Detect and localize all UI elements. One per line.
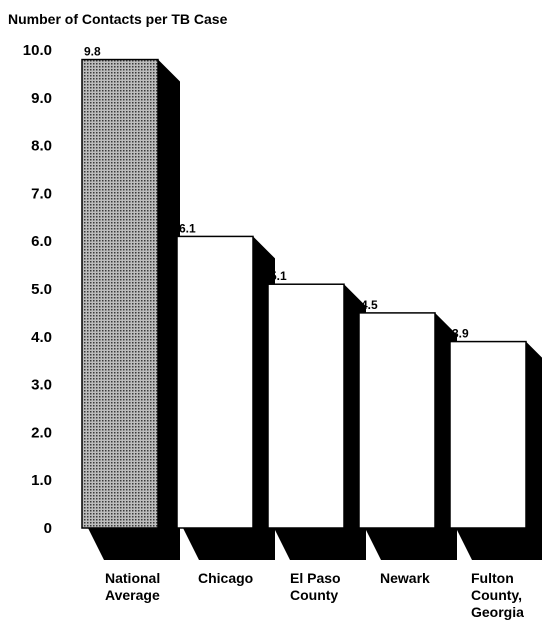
y-tick-label: 10.0 <box>23 42 52 59</box>
bar <box>449 340 527 529</box>
bar-shadow <box>183 236 275 561</box>
y-tick-label: 7.0 <box>31 185 52 202</box>
bar-shadow <box>274 284 366 560</box>
bar-group: 3.9 <box>449 327 542 560</box>
bar-group: 6.1 <box>176 221 275 561</box>
category-label: Newark <box>380 570 430 586</box>
y-tick-label: 8.0 <box>31 138 52 155</box>
bar <box>267 283 345 529</box>
y-tick-label: 6.0 <box>31 233 52 250</box>
bar-shadow <box>456 341 542 560</box>
bar-group: 9.8 <box>81 45 180 561</box>
bar-group: 4.5 <box>358 298 457 560</box>
bar-shadow <box>88 59 180 561</box>
x-axis: National Average Chicago El Paso County Newar… <box>105 570 524 620</box>
bar-value-label: 9.8 <box>84 45 101 59</box>
y-tick-label: 3.0 <box>31 377 52 394</box>
bar <box>176 235 254 529</box>
bar-value-label: 5.1 <box>270 269 287 283</box>
bars: 9.8 6.1 5.1 4.5 3.9 <box>81 45 542 561</box>
category-label: National Average <box>105 570 160 603</box>
category-label: Chicago <box>198 570 253 586</box>
bar <box>81 58 159 529</box>
bar-value-label: 6.1 <box>179 221 196 235</box>
y-axis: 0 1.0 2.0 3.0 4.0 5.0 6.0 7.0 8.0 9.0 10.0 <box>23 42 52 537</box>
bar-shadow <box>365 312 457 560</box>
category-label: Fulton County, Georgia <box>471 570 524 620</box>
bar-value-label: 3.9 <box>452 327 469 341</box>
category-label: El Paso County <box>290 570 341 603</box>
y-tick-label: 1.0 <box>31 472 52 489</box>
y-tick-label: 2.0 <box>31 424 52 441</box>
bar-value-label: 4.5 <box>361 298 378 312</box>
chart-title: Number of Contacts per TB Case <box>8 11 228 27</box>
y-tick-label: 9.0 <box>31 90 52 107</box>
y-tick-label: 0 <box>44 520 52 537</box>
y-tick-label: 5.0 <box>31 281 52 298</box>
y-tick-label: 4.0 <box>31 329 52 346</box>
bar <box>358 312 436 529</box>
bar-group: 5.1 <box>267 269 366 560</box>
